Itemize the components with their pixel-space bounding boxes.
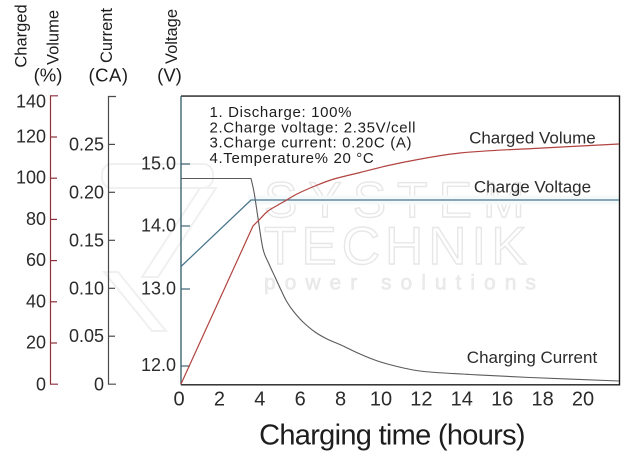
svg-text:0: 0 <box>173 389 184 411</box>
svg-text:60: 60 <box>26 250 46 270</box>
svg-text:120: 120 <box>16 127 46 147</box>
svg-text:100: 100 <box>16 168 46 188</box>
svg-text:4.Temperature% 20 °C: 4.Temperature% 20 °C <box>210 150 375 167</box>
svg-text:Charge Voltage: Charge Voltage <box>474 178 591 197</box>
svg-text:14.0: 14.0 <box>141 216 176 236</box>
svg-text:80: 80 <box>26 209 46 229</box>
svg-text:(CA): (CA) <box>88 65 128 86</box>
svg-text:TECHNIK: TECHNIK <box>264 217 532 276</box>
svg-text:Charging time (hours): Charging time (hours) <box>259 420 525 452</box>
svg-text:140: 140 <box>16 92 46 112</box>
svg-text:0.10: 0.10 <box>69 278 104 298</box>
svg-text:3.Charge current: 0.20C (A): 3.Charge current: 0.20C (A) <box>210 135 413 152</box>
svg-text:12.0: 12.0 <box>141 355 176 375</box>
svg-text:Volume: Volume <box>45 10 63 65</box>
svg-text:10: 10 <box>370 389 392 411</box>
svg-text:(%): (%) <box>34 65 63 86</box>
svg-text:18: 18 <box>531 389 553 411</box>
svg-text:power solutions: power solutions <box>264 272 545 295</box>
svg-text:0.15: 0.15 <box>69 230 104 250</box>
svg-text:0: 0 <box>36 375 46 395</box>
svg-text:1. Discharge: 100%: 1. Discharge: 100% <box>210 104 353 121</box>
svg-text:4: 4 <box>254 389 265 411</box>
svg-text:16: 16 <box>491 389 513 411</box>
svg-text:Current: Current <box>98 8 116 63</box>
svg-text:40: 40 <box>26 291 46 311</box>
svg-text:(V): (V) <box>157 65 182 86</box>
svg-text:20: 20 <box>26 333 46 353</box>
svg-text:Voltage: Voltage <box>163 9 181 64</box>
svg-text:Charging Current: Charging Current <box>467 348 598 367</box>
svg-text:6: 6 <box>295 389 306 411</box>
svg-text:0.20: 0.20 <box>69 182 104 202</box>
svg-text:15.0: 15.0 <box>141 154 176 174</box>
svg-text:0: 0 <box>94 375 104 395</box>
svg-text:13.0: 13.0 <box>141 279 176 299</box>
svg-text:12: 12 <box>410 389 432 411</box>
svg-text:14: 14 <box>451 389 473 411</box>
svg-text:8: 8 <box>335 389 346 411</box>
svg-text:0.25: 0.25 <box>69 134 104 154</box>
svg-text:0.05: 0.05 <box>69 326 104 346</box>
svg-text:2: 2 <box>214 389 225 411</box>
svg-text:Charged Volume: Charged Volume <box>469 129 596 148</box>
svg-text:20: 20 <box>572 389 594 411</box>
svg-text:Charged: Charged <box>13 4 31 67</box>
svg-text:2.Charge voltage: 2.35V/cell: 2.Charge voltage: 2.35V/cell <box>210 119 417 136</box>
